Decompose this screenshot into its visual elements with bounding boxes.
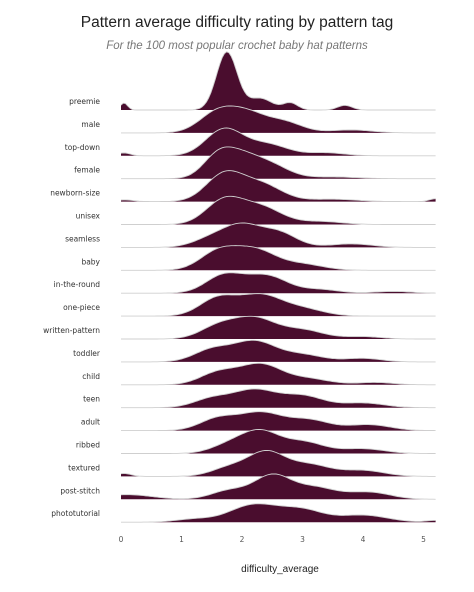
ridge-area xyxy=(121,316,436,339)
ridge-area xyxy=(121,388,436,408)
ridge-outline xyxy=(121,339,436,363)
ridge-outline xyxy=(120,170,436,203)
ridge-area xyxy=(121,411,436,431)
ridges-group: preemie male top-down female newborn-size uni… xyxy=(43,51,436,523)
ridge-textured: textured xyxy=(68,450,436,477)
ridge-outline xyxy=(121,105,436,134)
ridge-female: female xyxy=(74,146,436,180)
ridge-area xyxy=(121,450,436,477)
ridge-newborn-size: newborn-size xyxy=(50,170,436,203)
chart-subtitle: For the 100 most popular crochet baby ha… xyxy=(106,40,368,52)
ridge-area xyxy=(121,363,436,385)
ridge-outline xyxy=(120,450,436,477)
ridge-area xyxy=(121,473,436,500)
ridge-teen: teen xyxy=(83,388,436,409)
ridge-area xyxy=(121,128,436,156)
ridge-label: newborn-size xyxy=(50,189,100,198)
ridge-area xyxy=(121,293,436,317)
ridge-area xyxy=(121,51,436,110)
ridge-area xyxy=(121,340,436,362)
x-tick-label: 4 xyxy=(361,535,366,544)
ridge-area xyxy=(121,223,436,248)
ridge-outline xyxy=(121,245,436,271)
ridge-label: child xyxy=(82,372,100,381)
ridge-adult: adult xyxy=(81,411,436,432)
ridge-outline xyxy=(121,388,436,409)
ridge-label: teen xyxy=(83,395,100,404)
ridge-top-down: top-down xyxy=(65,127,436,157)
ridge-outline xyxy=(120,127,436,157)
ridge-outline xyxy=(121,428,436,454)
x-axis-label: difficulty_average xyxy=(241,564,319,575)
ridge-outline xyxy=(121,362,436,386)
ridge-label: written-pattern xyxy=(43,326,100,335)
ridge-label: male xyxy=(81,120,100,129)
ridge-label: phototutorial xyxy=(51,509,100,518)
ridge-preemie: preemie xyxy=(69,51,436,111)
chart-title: Pattern average difficulty rating by pat… xyxy=(80,14,394,31)
ridge-toddler: toddler xyxy=(73,339,436,363)
ridge-label: top-down xyxy=(65,143,100,152)
ridge-label: one-piece xyxy=(63,303,100,312)
ridge-post-stitch: post-stitch xyxy=(60,473,436,500)
ridge-outline xyxy=(121,411,436,432)
ridge-area xyxy=(121,245,436,271)
ridge-baby: baby xyxy=(81,245,436,271)
ridge-area xyxy=(121,170,436,202)
ridge-outline xyxy=(120,51,436,111)
ridge-label: ribbed xyxy=(76,441,100,450)
ridge-area xyxy=(121,272,436,294)
ridge-label: seamless xyxy=(65,234,100,243)
ridge-one-piece: one-piece xyxy=(63,293,436,317)
x-tick-label: 1 xyxy=(179,535,184,544)
ridge-outline xyxy=(121,293,436,317)
ridge-outline xyxy=(121,315,436,340)
ridge-area xyxy=(121,106,436,133)
ridge-label: unisex xyxy=(76,212,101,221)
x-tick-label: 2 xyxy=(240,535,245,544)
ridge-outline xyxy=(121,503,436,523)
ridge-label: preemie xyxy=(69,97,100,106)
x-tick-label: 5 xyxy=(421,535,426,544)
ridge-outline xyxy=(121,222,436,248)
ridge-outline xyxy=(121,272,436,294)
x-tick-label: 0 xyxy=(119,535,124,544)
x-tick-label: 3 xyxy=(300,535,305,544)
ridge-label: female xyxy=(74,166,100,175)
x-axis: 0 1 2 3 4 5 xyxy=(119,535,427,544)
ridge-phototutorial: phototutorial xyxy=(51,503,436,523)
ridge-area xyxy=(121,196,436,225)
ridge-label: post-stitch xyxy=(60,486,100,495)
ridge-label: baby xyxy=(81,257,100,266)
ridge-male: male xyxy=(81,105,436,134)
ridge-unisex: unisex xyxy=(76,195,436,225)
ridge-outline xyxy=(120,473,436,500)
ridge-in-the-round: in-the-round xyxy=(54,272,436,294)
ridge-area xyxy=(121,429,436,454)
ridge-outline xyxy=(121,195,436,225)
ridge-written-pattern: written-pattern xyxy=(43,315,436,340)
ridge-area xyxy=(121,146,436,179)
ridge-ribbed: ribbed xyxy=(76,428,436,454)
ridge-seamless: seamless xyxy=(65,222,436,248)
ridge-outline xyxy=(121,146,436,180)
ridge-label: in-the-round xyxy=(54,280,101,289)
ridge-child: child xyxy=(82,362,436,386)
ridge-label: toddler xyxy=(73,349,101,358)
ridge-label: textured xyxy=(68,463,100,472)
ridge-label: adult xyxy=(81,418,100,427)
ridge-area xyxy=(121,503,436,523)
